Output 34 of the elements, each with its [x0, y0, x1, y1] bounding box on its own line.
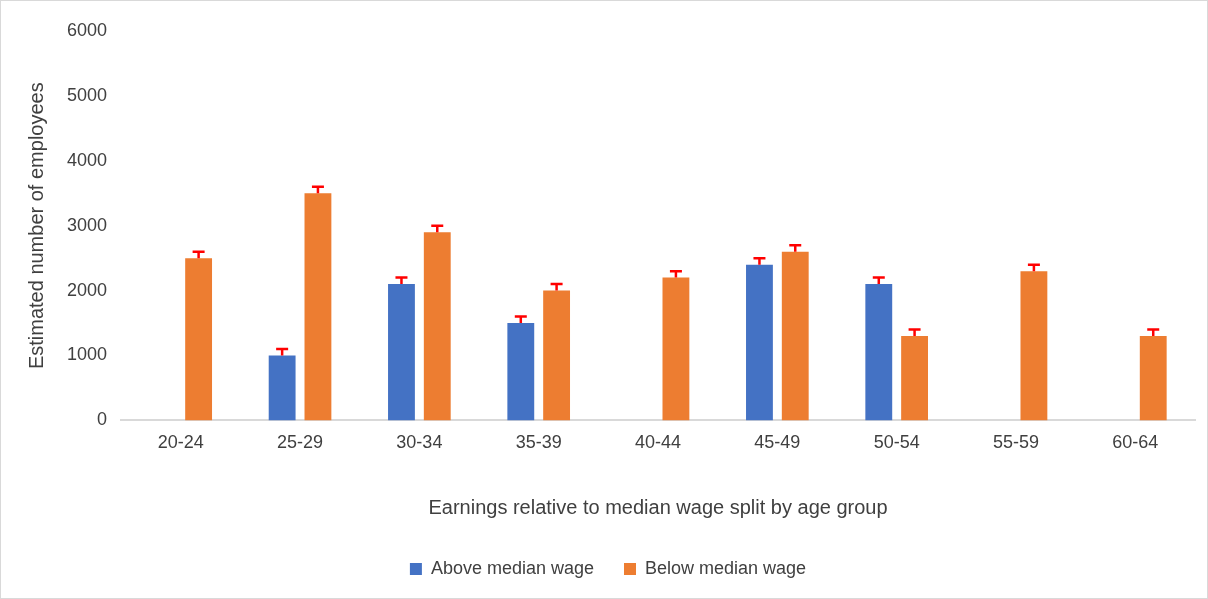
x-axis-title: Earnings relative to median wage split by age group — [428, 495, 888, 518]
y-tick-label: 5000 — [67, 84, 108, 105]
bar — [746, 264, 773, 421]
legend-label: Below median wage — [645, 557, 807, 578]
bar — [1020, 271, 1048, 421]
x-tick-label: 60-64 — [1112, 432, 1159, 453]
y-axis-title: Estimated number of employees — [24, 82, 47, 370]
legend-label: Above median wage — [430, 557, 595, 578]
bar — [268, 355, 296, 421]
y-tick-label: 3000 — [67, 214, 108, 235]
bar — [865, 284, 893, 421]
y-tick-label: 4000 — [67, 149, 108, 170]
x-tick-label: 40-44 — [635, 432, 682, 453]
bar — [781, 251, 809, 421]
x-tick-label: 35-39 — [515, 432, 562, 453]
x-tick-label: 30-34 — [396, 432, 443, 453]
x-tick-label: 55-59 — [992, 432, 1040, 453]
x-tick-label: 20-24 — [157, 432, 204, 453]
bar — [901, 336, 928, 421]
bar — [543, 290, 571, 421]
y-tick-label: 1000 — [67, 344, 108, 365]
bar — [423, 232, 451, 421]
bar — [1139, 336, 1167, 421]
x-tick-label: 50-54 — [873, 432, 920, 453]
bar — [507, 323, 535, 421]
bar — [388, 284, 415, 421]
y-tick-label: 0 — [97, 409, 108, 430]
bar — [304, 193, 332, 421]
bar — [185, 258, 213, 421]
y-tick-label: 2000 — [67, 279, 108, 300]
y-tick-label: 6000 — [67, 19, 108, 40]
x-tick-label: 45-49 — [754, 432, 801, 453]
bar — [662, 277, 690, 421]
x-tick-label: 25-29 — [277, 432, 324, 453]
